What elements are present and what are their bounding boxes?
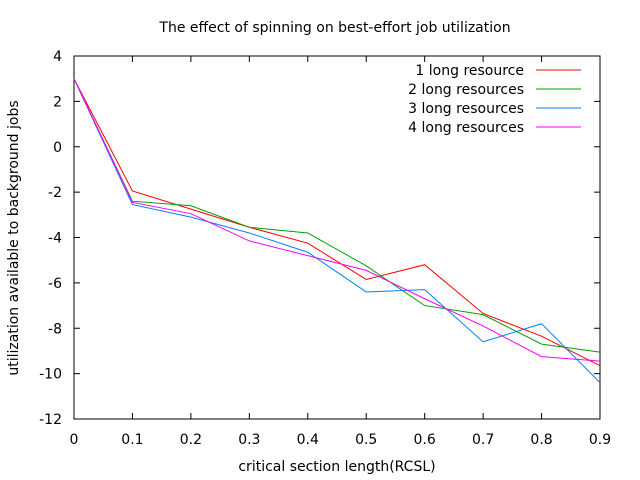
- y-tick-label: 2: [53, 94, 62, 110]
- legend-label-4: 4 long resources: [408, 120, 524, 136]
- y-tick-label: 4: [53, 49, 62, 65]
- y-tick-label: -8: [48, 321, 62, 337]
- x-tick-label: 0.9: [589, 432, 611, 448]
- legend-label-2: 2 long resources: [408, 82, 524, 98]
- legend-label-1: 1 long resource: [415, 63, 524, 79]
- chart-title: The effect of spinning on best-effort jo…: [158, 20, 510, 36]
- x-tick-label: 0.7: [472, 432, 494, 448]
- y-axis-label: utilization available to background jobs: [6, 100, 22, 375]
- y-tick-label: -6: [48, 276, 62, 292]
- y-tick-label: -10: [39, 367, 62, 383]
- y-tick-label: -4: [48, 231, 62, 247]
- x-axis-ticks: 0 0.1 0.2 0.3 0.4 0.5 0.6 0.7 0.8 0.9: [70, 56, 611, 448]
- series-line-3: [73, 78, 601, 384]
- x-tick-label: 0.3: [238, 432, 260, 448]
- x-tick-label: 0: [70, 432, 79, 448]
- y-tick-label: -12: [39, 412, 62, 428]
- x-tick-label: 0.4: [297, 432, 319, 448]
- series-line-1: [73, 78, 601, 367]
- x-axis-label: critical section length(RCSL): [238, 459, 435, 475]
- legend-label-3: 3 long resources: [408, 101, 524, 117]
- x-tick-label: 0.8: [530, 432, 552, 448]
- x-tick-label: 0.1: [121, 432, 143, 448]
- x-tick-label: 0.5: [355, 432, 377, 448]
- x-tick-label: 0.2: [180, 432, 202, 448]
- y-tick-label: -2: [48, 185, 62, 201]
- y-axis-ticks: -12 -10 -8 -6 -4 -2 0 2 4: [39, 49, 600, 428]
- series-line-2: [73, 78, 601, 353]
- legend: 1 long resource 2 long resources 3 long re…: [408, 63, 581, 136]
- y-tick-label: 0: [53, 140, 62, 156]
- x-tick-label: 0.6: [414, 432, 436, 448]
- series-layer: [73, 78, 601, 384]
- series-line-4: [73, 78, 601, 362]
